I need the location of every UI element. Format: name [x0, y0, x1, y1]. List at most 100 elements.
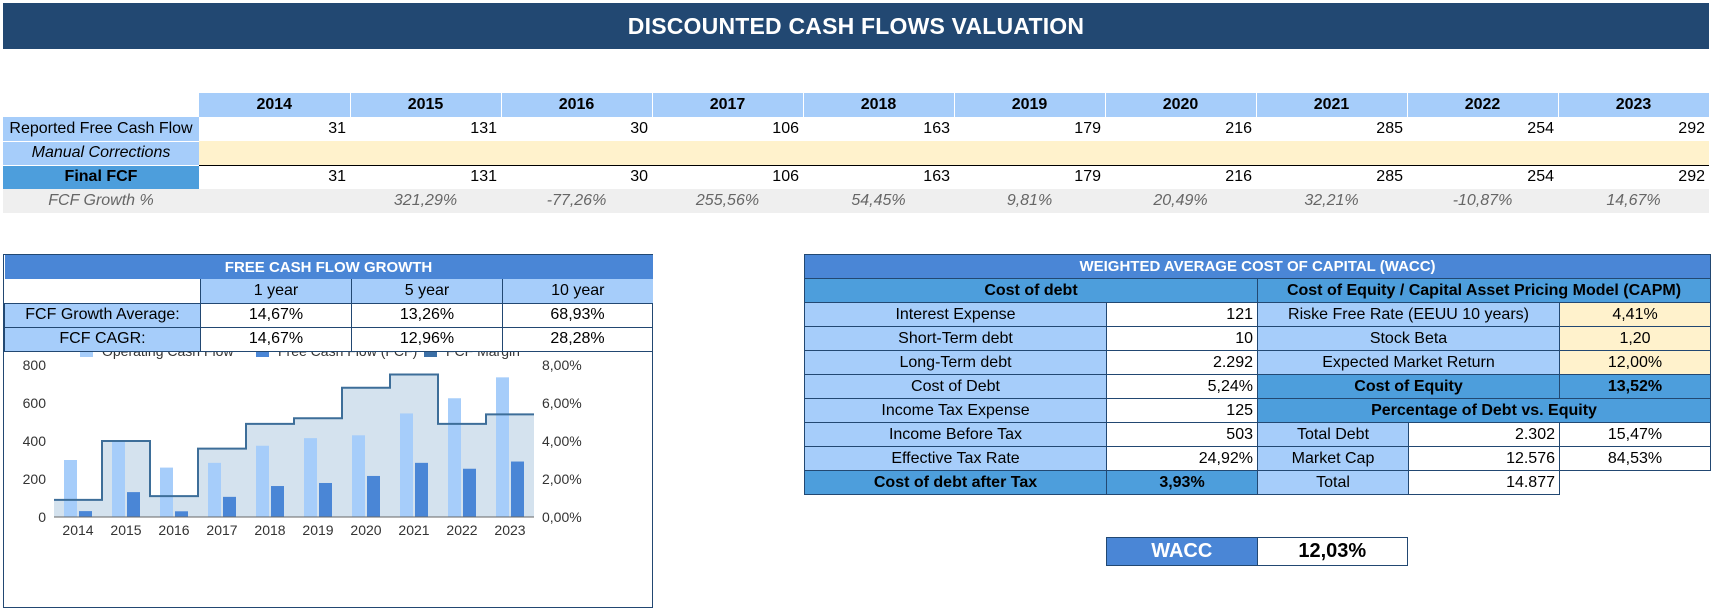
- cell[interactable]: 14,67%: [200, 302, 352, 328]
- long-term-debt-label[interactable]: Long-Term debt: [804, 350, 1107, 375]
- short-term-debt-value[interactable]: 10: [1106, 326, 1258, 351]
- cell[interactable]: 9,81%: [954, 189, 1105, 213]
- income-before-tax-label[interactable]: Income Before Tax: [804, 422, 1107, 447]
- interest-expense-label[interactable]: Interest Expense: [804, 302, 1107, 327]
- effective-tax-label[interactable]: Effective Tax Rate: [804, 446, 1107, 471]
- year-header[interactable]: 2022: [1407, 93, 1559, 117]
- input-cell[interactable]: [954, 141, 1105, 165]
- market-cap-value[interactable]: 12.576: [1408, 446, 1560, 471]
- cost-of-equity-label[interactable]: Cost of Equity: [1257, 374, 1560, 399]
- cell[interactable]: 163: [923, 120, 950, 137]
- wacc-value[interactable]: 12,03%: [1256, 538, 1407, 565]
- row-label[interactable]: FCF Growth %: [3, 189, 199, 213]
- year-header[interactable]: 2014: [199, 93, 351, 117]
- debt-equity-header[interactable]: Percentage of Debt vs. Equity: [1256, 398, 1712, 423]
- cell[interactable]: 14,67%: [1558, 189, 1709, 213]
- total-label[interactable]: Total: [1257, 470, 1409, 495]
- input-cell[interactable]: [1407, 141, 1558, 165]
- interest-expense-value[interactable]: 121: [1106, 302, 1258, 327]
- risk-free-label[interactable]: Riske Free Rate (EEUU 10 years): [1257, 302, 1560, 327]
- fcf-chart[interactable]: Operating Cash Flow Free Cash Flow (FCF) F…: [4, 352, 652, 606]
- cell[interactable]: 285: [1376, 120, 1403, 137]
- wacc-label[interactable]: WACC: [1107, 538, 1257, 565]
- cell[interactable]: 106: [772, 120, 799, 137]
- cell[interactable]: 179: [1074, 120, 1101, 137]
- input-cell[interactable]: [501, 141, 652, 165]
- cell[interactable]: 163: [803, 164, 954, 189]
- year-header[interactable]: 2019: [954, 93, 1106, 117]
- cell[interactable]: 285: [1256, 164, 1407, 189]
- row-label[interactable]: Reported Free Cash Flow: [3, 117, 199, 142]
- market-return-label[interactable]: Expected Market Return: [1257, 350, 1560, 375]
- cell[interactable]: 216: [1105, 164, 1256, 189]
- cell[interactable]: 31: [328, 120, 346, 137]
- cell[interactable]: 321,29%: [350, 189, 501, 213]
- year-header[interactable]: 2016: [501, 93, 653, 117]
- cost-of-debt-value[interactable]: 5,24%: [1106, 374, 1258, 399]
- cagr-label[interactable]: FCF CAGR:: [4, 326, 201, 352]
- year-header[interactable]: 2017: [652, 93, 804, 117]
- year-header[interactable]: 2015: [350, 93, 502, 117]
- input-cell[interactable]: [1558, 141, 1709, 165]
- year-header[interactable]: 2021: [1256, 93, 1408, 117]
- cost-of-equity-value[interactable]: 13,52%: [1558, 374, 1712, 399]
- cell[interactable]: 14,67%: [200, 326, 352, 352]
- effective-tax-value[interactable]: 24,92%: [1106, 446, 1258, 471]
- total-debt-label[interactable]: Total Debt: [1257, 422, 1409, 447]
- cell[interactable]: 30: [630, 120, 648, 137]
- debt-after-tax-value[interactable]: 3,93%: [1106, 470, 1258, 495]
- cell[interactable]: 255,56%: [652, 189, 803, 213]
- input-cell[interactable]: [652, 141, 803, 165]
- input-cell[interactable]: [350, 141, 501, 165]
- period-header[interactable]: 1 year: [200, 279, 352, 303]
- cell[interactable]: 292: [1678, 120, 1705, 137]
- cell[interactable]: 31: [199, 164, 350, 189]
- market-cap-pct[interactable]: 84,53%: [1558, 446, 1712, 471]
- fcf-growth-title[interactable]: FREE CASH FLOW GROWTH: [4, 255, 653, 279]
- row-label[interactable]: Final FCF: [3, 164, 199, 189]
- stock-beta-label[interactable]: Stock Beta: [1257, 326, 1560, 351]
- year-header[interactable]: 2020: [1105, 93, 1257, 117]
- input-cell[interactable]: [199, 141, 350, 165]
- income-before-tax-value[interactable]: 503: [1106, 422, 1258, 447]
- stock-beta-input[interactable]: 1,20: [1558, 326, 1712, 351]
- period-header[interactable]: 10 year: [501, 279, 653, 303]
- cost-of-debt-header[interactable]: Cost of debt: [804, 278, 1258, 303]
- year-header[interactable]: 2023: [1558, 93, 1710, 117]
- cell[interactable]: 28,28%: [501, 326, 654, 352]
- total-debt-pct[interactable]: 15,47%: [1558, 422, 1712, 447]
- long-term-debt-value[interactable]: 2.292: [1106, 350, 1258, 375]
- cost-of-debt-label[interactable]: Cost of Debt: [804, 374, 1107, 399]
- income-tax-label[interactable]: Income Tax Expense: [804, 398, 1107, 423]
- input-cell[interactable]: [1256, 141, 1407, 165]
- cell[interactable]: -10,87%: [1407, 189, 1558, 213]
- debt-after-tax-label[interactable]: Cost of debt after Tax: [804, 470, 1107, 495]
- cell[interactable]: -77,26%: [501, 189, 652, 213]
- cell[interactable]: 106: [652, 164, 803, 189]
- cell[interactable]: 32,21%: [1256, 189, 1407, 213]
- market-cap-label[interactable]: Market Cap: [1257, 446, 1409, 471]
- total-value[interactable]: 14.877: [1408, 470, 1560, 495]
- capm-header[interactable]: Cost of Equity / Capital Asset Pricing M…: [1256, 278, 1712, 303]
- cell[interactable]: 131: [350, 164, 501, 189]
- cell[interactable]: 292: [1558, 164, 1709, 189]
- cell[interactable]: 216: [1225, 120, 1252, 137]
- cell[interactable]: 30: [501, 164, 652, 189]
- cell[interactable]: 254: [1407, 164, 1558, 189]
- short-term-debt-label[interactable]: Short-Term debt: [804, 326, 1107, 351]
- wacc-title[interactable]: WEIGHTED AVERAGE COST OF CAPITAL (WACC): [803, 254, 1712, 279]
- cell[interactable]: 68,93%: [501, 302, 654, 328]
- cell[interactable]: [199, 189, 350, 213]
- risk-free-input[interactable]: 4,41%: [1558, 302, 1712, 327]
- cell[interactable]: 54,45%: [803, 189, 954, 213]
- total-debt-value[interactable]: 2.302: [1408, 422, 1560, 447]
- cell[interactable]: 20,49%: [1105, 189, 1256, 213]
- cell[interactable]: 13,26%: [351, 302, 503, 328]
- cell[interactable]: 254: [1527, 120, 1554, 137]
- cell[interactable]: 12,96%: [351, 326, 503, 352]
- cell[interactable]: 131: [470, 120, 497, 137]
- market-return-input[interactable]: 12,00%: [1558, 350, 1712, 375]
- row-label[interactable]: Manual Corrections: [3, 141, 199, 166]
- period-header[interactable]: 5 year: [351, 279, 503, 303]
- income-tax-value[interactable]: 125: [1106, 398, 1258, 423]
